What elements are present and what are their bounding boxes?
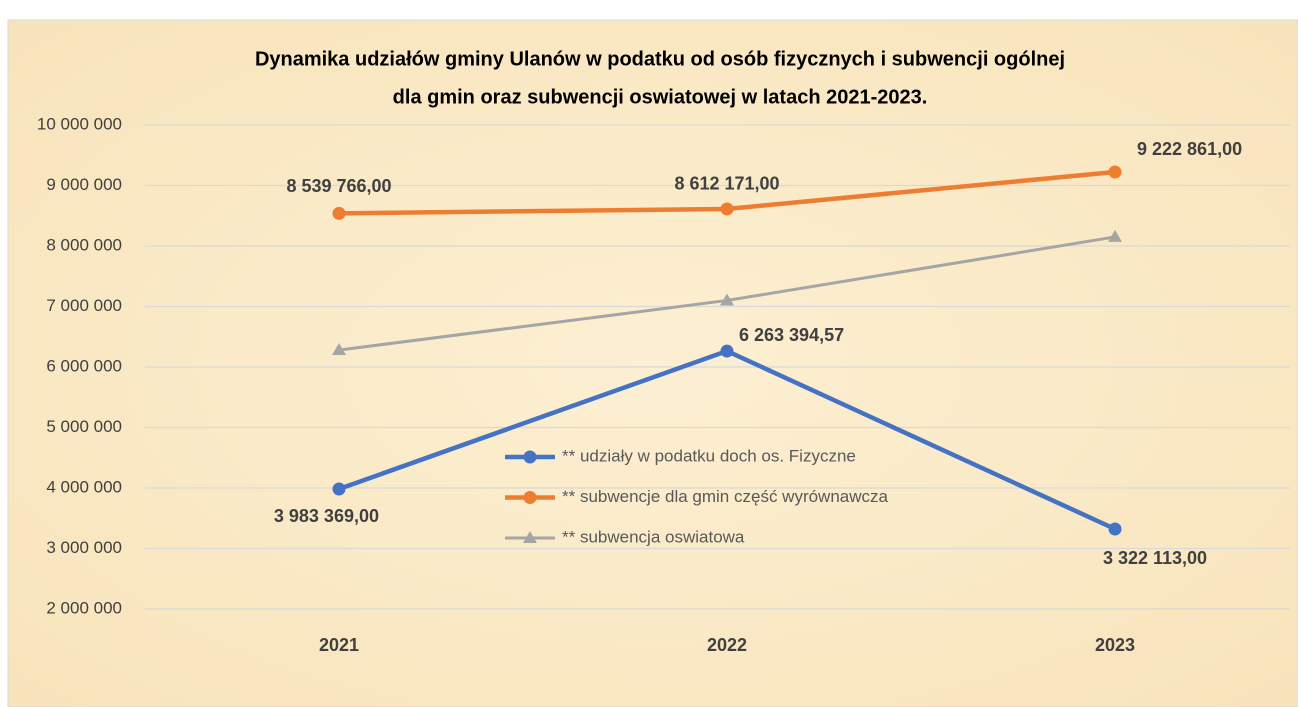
chart-background <box>7 19 1298 707</box>
y-tick-label: 2 000 000 <box>46 598 122 617</box>
data-point <box>1108 165 1122 179</box>
legend-marker <box>523 491 537 504</box>
data-point <box>720 293 734 306</box>
data-point <box>332 482 346 496</box>
data-label: 3 983 369,00 <box>274 506 379 526</box>
y-tick-label: 6 000 000 <box>46 356 122 375</box>
legend-marker <box>523 531 537 543</box>
chart-title: dla gmin oraz subwencji oswiatowej w lat… <box>393 86 928 108</box>
y-tick-label: 7 000 000 <box>46 296 122 315</box>
x-tick-label: 2023 <box>1095 635 1135 655</box>
data-point <box>1108 522 1122 536</box>
data-point <box>332 206 346 220</box>
y-tick-label: 5 000 000 <box>46 417 122 436</box>
data-point <box>720 202 734 216</box>
x-tick-label: 2021 <box>319 635 359 655</box>
data-point <box>1108 229 1122 242</box>
legend-label: ** subwencje dla gmin część wyrównawcza <box>562 487 889 506</box>
data-label: 6 263 394,57 <box>739 325 844 345</box>
data-label: 8 539 766,00 <box>286 176 391 196</box>
data-point <box>332 343 346 356</box>
data-label: 8 612 171,00 <box>674 174 779 194</box>
data-point <box>720 344 734 358</box>
legend-marker <box>523 450 537 464</box>
y-tick-label: 4 000 000 <box>46 477 122 496</box>
legend-label: ** subwencja oswiatowa <box>562 527 745 546</box>
data-label: 3 322 113,00 <box>1103 548 1207 568</box>
data-label: 9 222 861,00 <box>1137 139 1242 159</box>
x-tick-label: 2022 <box>707 635 747 655</box>
legend-label: ** udziały w podatku doch os. Fizyczne <box>562 446 856 465</box>
y-tick-label: 8 000 000 <box>46 235 122 254</box>
y-tick-label: 3 000 000 <box>46 538 122 557</box>
y-tick-label: 9 000 000 <box>46 175 122 194</box>
y-tick-label: 10 000 000 <box>37 114 122 133</box>
chart-title: Dynamika udziałów gminy Ulanów w podatku… <box>255 48 1065 70</box>
